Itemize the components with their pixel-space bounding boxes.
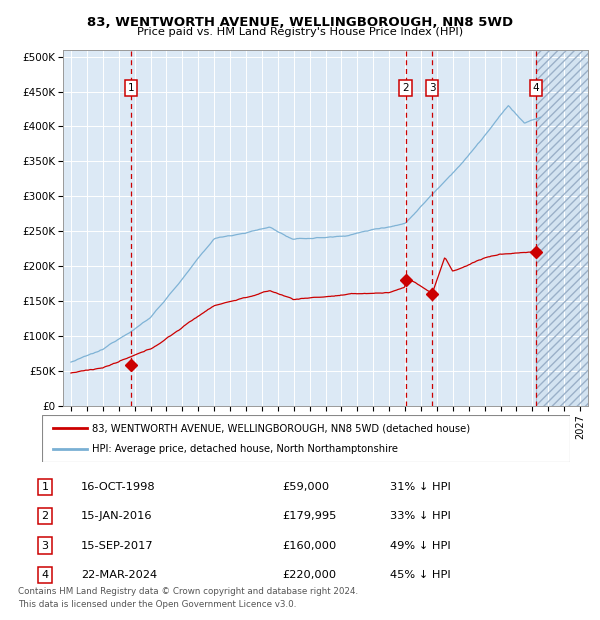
- Text: 3: 3: [41, 541, 49, 551]
- Text: 3: 3: [429, 83, 436, 93]
- Text: 15-JAN-2016: 15-JAN-2016: [81, 511, 152, 521]
- Text: 33% ↓ HPI: 33% ↓ HPI: [390, 511, 451, 521]
- Text: 16-OCT-1998: 16-OCT-1998: [81, 482, 155, 492]
- Text: £160,000: £160,000: [282, 541, 336, 551]
- Text: Contains HM Land Registry data © Crown copyright and database right 2024.: Contains HM Land Registry data © Crown c…: [18, 587, 358, 596]
- Text: 2: 2: [41, 511, 49, 521]
- Text: 83, WENTWORTH AVENUE, WELLINGBOROUGH, NN8 5WD (detached house): 83, WENTWORTH AVENUE, WELLINGBOROUGH, NN…: [92, 423, 470, 433]
- Text: 4: 4: [41, 570, 49, 580]
- Text: 49% ↓ HPI: 49% ↓ HPI: [390, 541, 451, 551]
- Text: HPI: Average price, detached house, North Northamptonshire: HPI: Average price, detached house, Nort…: [92, 444, 398, 454]
- Text: Price paid vs. HM Land Registry's House Price Index (HPI): Price paid vs. HM Land Registry's House …: [137, 27, 463, 37]
- Text: 1: 1: [128, 83, 134, 93]
- Text: 83, WENTWORTH AVENUE, WELLINGBOROUGH, NN8 5WD: 83, WENTWORTH AVENUE, WELLINGBOROUGH, NN…: [87, 16, 513, 29]
- Text: 22-MAR-2024: 22-MAR-2024: [81, 570, 157, 580]
- Text: 1: 1: [41, 482, 49, 492]
- Text: 31% ↓ HPI: 31% ↓ HPI: [390, 482, 451, 492]
- Bar: [536, 50, 588, 406]
- Text: 2: 2: [403, 83, 409, 93]
- Text: 45% ↓ HPI: 45% ↓ HPI: [390, 570, 451, 580]
- Text: £179,995: £179,995: [282, 511, 337, 521]
- Text: 15-SEP-2017: 15-SEP-2017: [81, 541, 154, 551]
- Text: £220,000: £220,000: [282, 570, 336, 580]
- Text: 4: 4: [533, 83, 539, 93]
- Text: This data is licensed under the Open Government Licence v3.0.: This data is licensed under the Open Gov…: [18, 600, 296, 609]
- Text: £59,000: £59,000: [282, 482, 329, 492]
